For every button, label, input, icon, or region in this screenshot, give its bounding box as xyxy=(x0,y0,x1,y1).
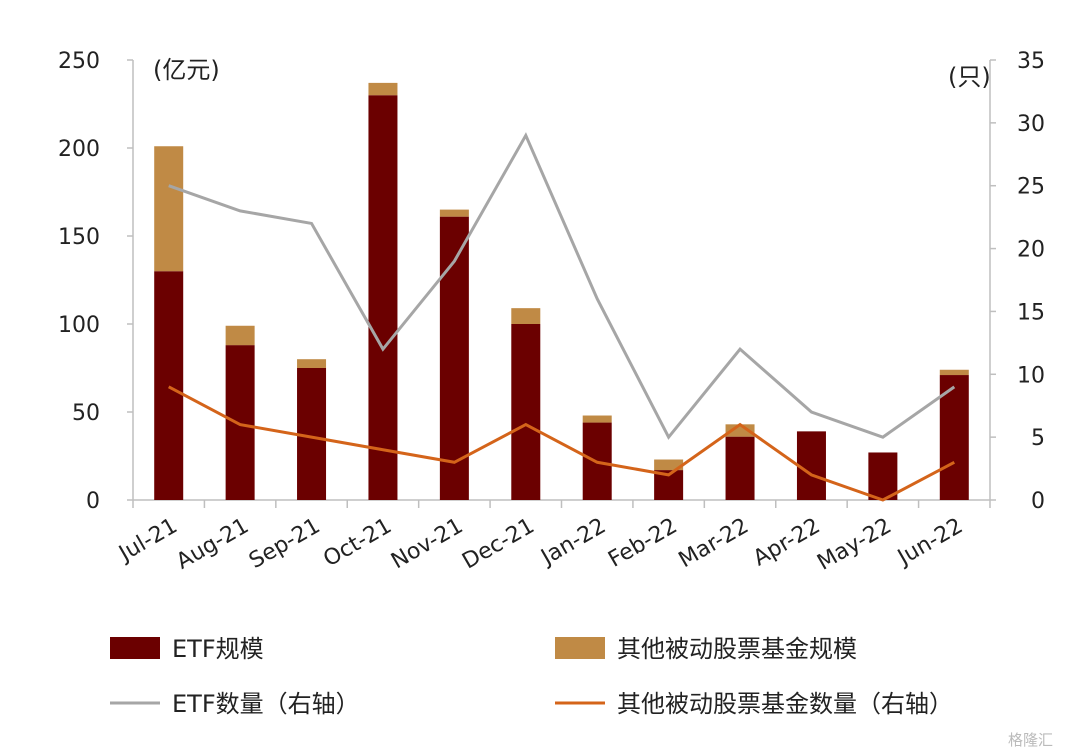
axes xyxy=(127,59,996,508)
bar-etf-scale xyxy=(725,436,755,500)
x-tick-label: Jun-22 xyxy=(892,514,967,572)
legend-label-etf-scale: ETF规模 xyxy=(172,635,264,663)
bar-other-scale xyxy=(939,369,969,376)
bar-etf-scale xyxy=(939,375,969,500)
bar-other-scale xyxy=(297,359,327,368)
bar-other-scale xyxy=(654,459,684,471)
left-tick-label: 200 xyxy=(58,137,100,162)
left-tick-label: 100 xyxy=(58,313,100,338)
x-tick-label: Jan-22 xyxy=(535,514,610,572)
x-tick-label: Aug-21 xyxy=(172,514,253,575)
x-tick-label: Nov-21 xyxy=(387,514,467,575)
bar-etf-scale xyxy=(368,95,398,500)
bar-other-scale xyxy=(725,424,755,437)
bar-etf-scale xyxy=(511,324,541,500)
left-axis-unit: (亿元) xyxy=(153,56,220,84)
line-other-count xyxy=(168,385,955,502)
x-tick-label: Oct-21 xyxy=(319,514,396,573)
legend-swatch-etf-scale xyxy=(110,637,160,659)
right-tick-label: 0 xyxy=(1031,489,1045,514)
lines xyxy=(168,132,956,502)
left-tick-label: 250 xyxy=(58,49,100,74)
right-tick-label: 15 xyxy=(1017,300,1045,325)
right-tick-label: 30 xyxy=(1017,112,1045,137)
bar-etf-scale xyxy=(225,345,255,500)
line-etf-count xyxy=(168,132,956,440)
bar-etf-scale xyxy=(796,431,826,500)
right-tick-label: 25 xyxy=(1017,175,1045,200)
bar-other-scale xyxy=(154,146,184,272)
bar-other-scale xyxy=(225,325,255,346)
bar-other-scale xyxy=(368,82,398,96)
left-tick-label: 150 xyxy=(58,225,100,250)
x-tick-label: Sep-21 xyxy=(245,514,325,574)
x-tick-label: Mar-22 xyxy=(675,514,753,574)
bar-etf-scale xyxy=(154,271,184,500)
legend-label-other-count: 其他被动股票基金数量（右轴） xyxy=(617,690,953,718)
x-tick-label: Apr-22 xyxy=(749,514,824,572)
right-tick-label: 35 xyxy=(1017,49,1045,74)
bar-etf-scale xyxy=(439,216,469,500)
x-tick-label: Feb-22 xyxy=(604,514,681,573)
legend-label-etf-count: ETF数量（右轴） xyxy=(172,690,360,718)
right-tick-label: 20 xyxy=(1017,238,1045,263)
bar-other-scale xyxy=(439,209,469,217)
watermark: 格隆汇 xyxy=(1008,731,1053,749)
x-tick-label: Dec-21 xyxy=(458,514,538,575)
right-tick-label: 10 xyxy=(1017,363,1045,388)
bar-etf-scale xyxy=(868,452,898,500)
x-tick-label: Jul-21 xyxy=(113,514,181,568)
legend: ETF规模 其他被动股票基金规模 ETF数量（右轴） 其他被动股票基金数量（右轴… xyxy=(110,635,953,718)
legend-swatch-other-scale xyxy=(555,637,605,659)
legend-label-other-scale: 其他被动股票基金规模 xyxy=(617,635,857,663)
x-tick-label: May-22 xyxy=(813,514,896,576)
bar-other-scale xyxy=(511,308,541,324)
left-tick-label: 0 xyxy=(86,489,100,514)
bar-other-scale xyxy=(582,415,612,423)
bars xyxy=(154,82,969,500)
right-axis-unit: (只) xyxy=(948,63,991,91)
left-tick-label: 50 xyxy=(72,401,100,426)
right-tick-label: 5 xyxy=(1031,426,1045,451)
